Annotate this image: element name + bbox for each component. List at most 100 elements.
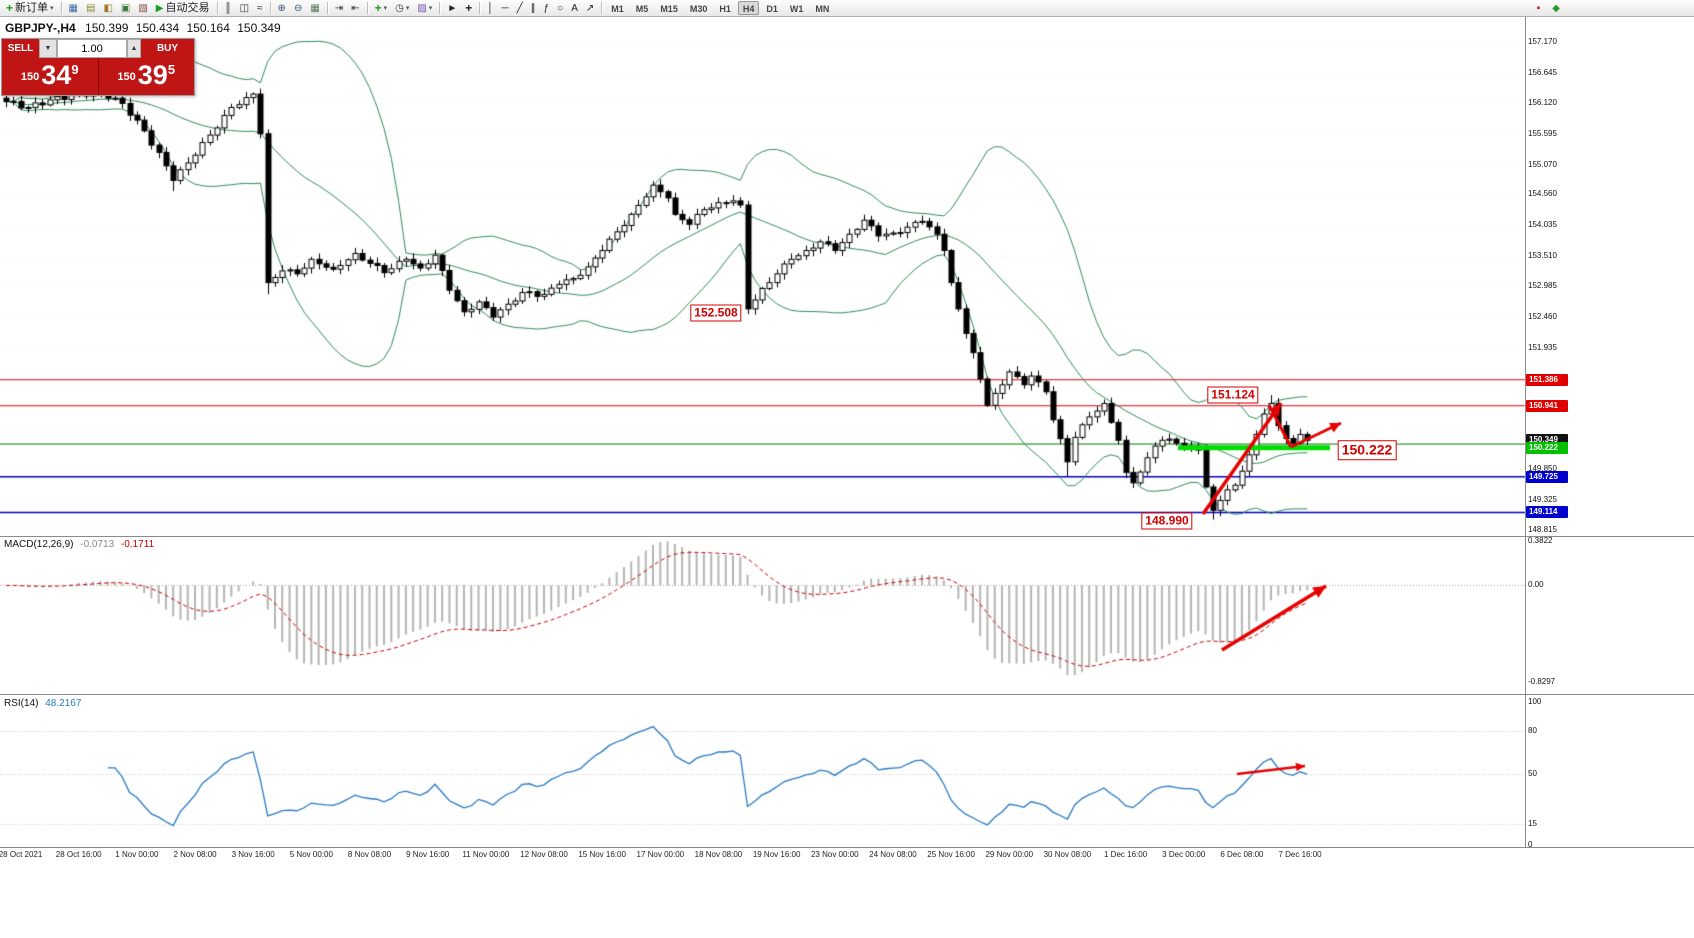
news-badge-icon: ◆: [1552, 2, 1560, 14]
data-window-icon: ▤: [85, 2, 96, 14]
macd-value: -0.0713: [80, 539, 115, 550]
new-order-icon: +: [6, 0, 14, 15]
vertical-line-button[interactable]: │: [483, 1, 497, 16]
macd-title: MACD(12,26,9): [4, 539, 74, 550]
tile-windows-button[interactable]: ▦: [306, 1, 323, 16]
navigator-button[interactable]: ◧: [99, 1, 116, 16]
macd-indicator-label: MACD(12,26,9) -0.0713 -0.1711: [4, 539, 154, 550]
price-tick: 152.460: [1528, 312, 1557, 322]
buy-tab[interactable]: BUY: [141, 39, 194, 58]
text-label-button[interactable]: A: [567, 1, 582, 16]
chart-shift-button[interactable]: ⇤: [347, 1, 363, 16]
equidistant-channel-button[interactable]: ∥: [527, 1, 540, 16]
periods-caret-icon: ▾: [405, 5, 410, 12]
price-tick: 153.510: [1528, 250, 1557, 260]
chart-ohlc-header: GBPJPY-,H4 150.399 150.434 150.164 150.3…: [5, 21, 285, 35]
price-level-box: 150.941: [1526, 399, 1568, 412]
horizontal-line-button[interactable]: ─: [497, 1, 512, 16]
volume-down-icon: ▼: [44, 45, 52, 52]
terminal-button[interactable]: ▣: [117, 1, 134, 16]
alert-badge-button[interactable]: ▪: [1533, 1, 1545, 16]
rsi-indicator-label: RSI(14) 48.2167: [4, 698, 81, 709]
zoom-in-icon: ⊕: [277, 2, 286, 14]
periods-button[interactable]: ◷ ▾: [391, 1, 413, 16]
candlestick-chart-icon: ◫: [239, 2, 250, 14]
terminal-icon: ▣: [120, 2, 131, 14]
price-tick: 155.070: [1528, 159, 1557, 169]
buy-price-button[interactable]: 150 39 5: [98, 58, 194, 95]
trendline-button[interactable]: ╱: [513, 1, 527, 16]
sell-tab[interactable]: SELL: [2, 39, 39, 58]
zoom-out-button[interactable]: ⊖: [290, 1, 306, 16]
time-label: 24 Nov 08:00: [869, 850, 917, 859]
strategy-tester-button[interactable]: ▧: [134, 1, 151, 16]
time-label: 7 Dec 16:00: [1278, 850, 1322, 859]
price-annotation-label[interactable]: 151.124: [1207, 386, 1259, 404]
time-label: 23 Nov 00:00: [810, 850, 859, 859]
sell-price-button[interactable]: 150 34 9: [2, 58, 99, 95]
auto-scroll-button[interactable]: ⇥: [331, 1, 347, 16]
timeframe-m5-button[interactable]: M5: [635, 4, 649, 14]
buy-price-pip: 5: [167, 62, 176, 77]
timeframe-w1-button[interactable]: W1: [789, 4, 804, 14]
timeframe-h1-button[interactable]: H1: [719, 4, 731, 14]
price-annotation-label[interactable]: 152.508: [690, 304, 742, 322]
timeframe-d1-button[interactable]: D1: [766, 4, 778, 14]
rsi-pane-splitter[interactable]: [0, 694, 1694, 695]
crosshair-button[interactable]: +: [461, 1, 476, 16]
volume-input[interactable]: [57, 39, 127, 58]
timeframe-h4-button[interactable]: H4: [737, 1, 760, 15]
one-click-trading-panel: SELL ▼ ▲ BUY 150 34 9 150 39 5: [1, 38, 195, 96]
tile-windows-icon: ▦: [310, 2, 320, 14]
auto-trading-label: 自动交易: [165, 1, 210, 14]
rsi-axis-label: 80: [1528, 725, 1537, 735]
price-level-box: 151.386: [1526, 373, 1568, 386]
time-label: 30 Nov 08:00: [1043, 850, 1092, 859]
candlestick-chart-button[interactable]: ◫: [236, 1, 253, 16]
timeframe-m30-button[interactable]: M30: [689, 4, 708, 14]
toolbar-right-group: ▪ ◆: [1533, 1, 1564, 16]
indicators-icon: +: [374, 0, 382, 15]
price-tick: 155.595: [1528, 129, 1557, 139]
timeframe-m15-button[interactable]: M15: [660, 4, 678, 14]
toolbar-separator: [366, 2, 368, 14]
bar-chart-button[interactable]: ║: [221, 1, 236, 16]
price-annotation-label[interactable]: 148.990: [1141, 512, 1193, 530]
data-window-button[interactable]: ▤: [82, 1, 99, 16]
price-tick: 154.560: [1528, 189, 1557, 199]
time-label: 17 Nov 00:00: [636, 850, 685, 859]
volume-decrease-button[interactable]: ▼: [39, 39, 57, 58]
auto-trading-button[interactable]: ▶ 自动交易: [152, 1, 214, 16]
price-level-box: 149.114: [1526, 506, 1568, 519]
market-watch-button[interactable]: ▦: [65, 1, 82, 16]
market-watch-icon: ▦: [68, 2, 78, 14]
shapes-button[interactable]: ○: [553, 1, 567, 16]
equidistant-channel-icon: ∥: [530, 2, 536, 14]
line-chart-button[interactable]: ≈: [253, 1, 267, 16]
arrow-objects-icon: ↗: [585, 2, 595, 14]
price-tick: 157.170: [1528, 37, 1557, 47]
timeframe-m1-button[interactable]: M1: [611, 4, 624, 14]
templates-button[interactable]: ▨ ▾: [413, 1, 436, 16]
price-annotation-label[interactable]: 150.222: [1337, 440, 1397, 460]
macd-pane-splitter[interactable]: [0, 536, 1694, 537]
fibonacci-button[interactable]: ƒ: [540, 1, 554, 16]
indicators-button[interactable]: + ▾: [371, 1, 392, 16]
time-label: 11 Nov 00:00: [462, 850, 510, 859]
zoom-in-button[interactable]: ⊕: [274, 1, 290, 16]
low-value: 150.164: [186, 21, 230, 35]
time-axis-separator[interactable]: [0, 847, 1694, 848]
toolbar-separator: [216, 2, 218, 14]
news-badge-button[interactable]: ◆: [1548, 1, 1564, 16]
price-axis-separator[interactable]: [1525, 17, 1526, 847]
volume-increase-button[interactable]: ▲: [127, 39, 141, 58]
timeframe-mn-button[interactable]: MN: [815, 4, 830, 14]
templates-icon: ▨: [417, 2, 427, 14]
rsi-axis-label: 100: [1528, 697, 1542, 706]
macd-axis-label: -0.8297: [1528, 677, 1556, 686]
new-order-button[interactable]: + 新订单 ▾: [2, 1, 58, 16]
sell-price-big: 34: [41, 60, 72, 90]
cursor-button[interactable]: ►: [443, 1, 461, 16]
arrow-objects-button[interactable]: ↗: [582, 1, 598, 16]
